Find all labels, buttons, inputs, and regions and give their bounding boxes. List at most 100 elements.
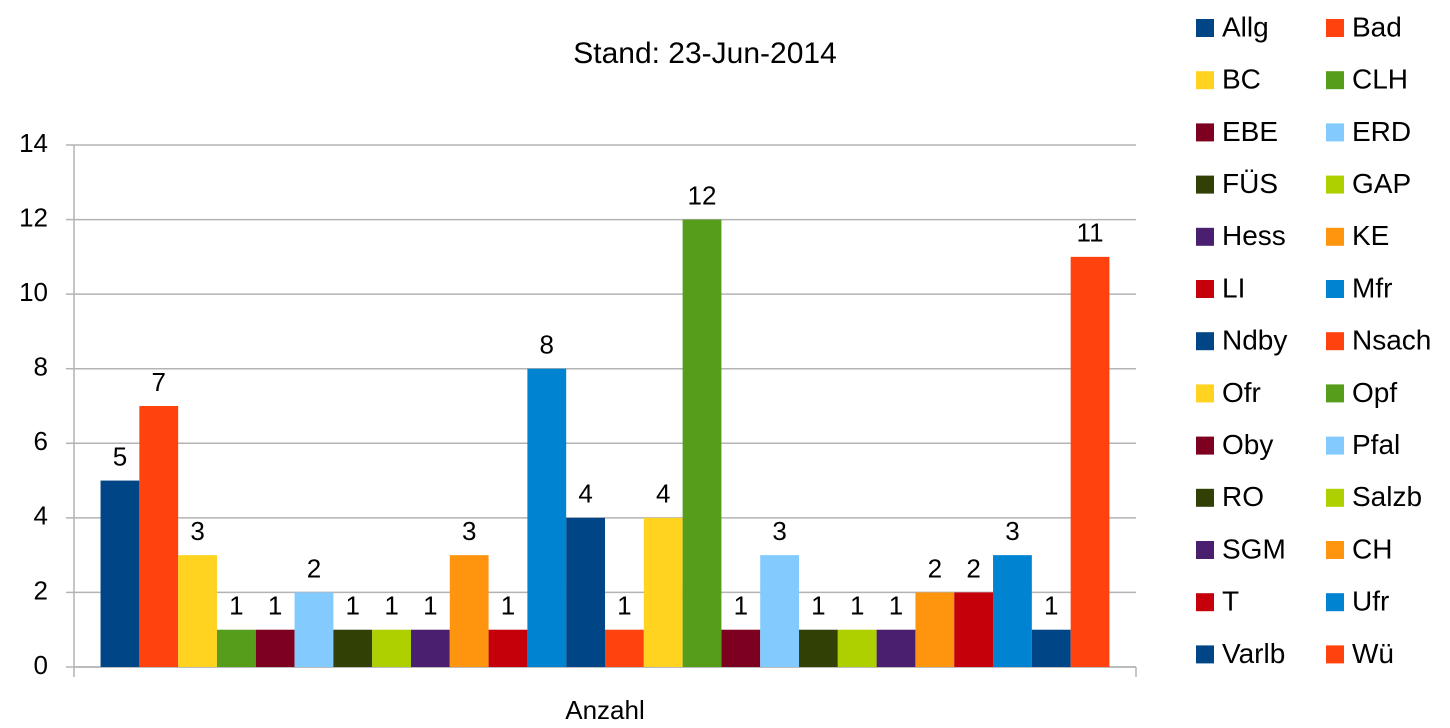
legend-label: Hess xyxy=(1222,220,1286,251)
legend-label: LI xyxy=(1222,272,1245,303)
data-label: 1 xyxy=(811,591,825,621)
legend-label: Mfr xyxy=(1352,272,1392,303)
legend-label: RO xyxy=(1222,481,1264,512)
bar xyxy=(178,555,217,667)
bar xyxy=(139,406,179,667)
data-label: 1 xyxy=(268,591,282,621)
legend-swatch xyxy=(1326,19,1344,37)
bar xyxy=(372,629,411,667)
bar xyxy=(449,555,489,667)
legend-swatch xyxy=(1196,645,1214,664)
legend-label: FÜS xyxy=(1222,168,1278,199)
legend-swatch xyxy=(1196,488,1214,507)
legend-swatch xyxy=(1196,227,1214,246)
legend-swatch xyxy=(1196,175,1214,194)
legend-swatch xyxy=(1326,541,1344,559)
legend-label: Nsach xyxy=(1352,325,1431,356)
legend-label: Oby xyxy=(1222,429,1273,460)
bar xyxy=(837,629,877,667)
bar xyxy=(488,629,528,667)
bar xyxy=(915,592,955,667)
data-label: 1 xyxy=(1044,591,1058,621)
legend-swatch xyxy=(1196,280,1214,298)
bar xyxy=(566,517,605,667)
y-tick-label: 10 xyxy=(19,277,48,307)
bar xyxy=(1031,629,1071,667)
legend-label: BC xyxy=(1222,64,1261,95)
bar xyxy=(216,629,256,667)
x-tick-label: Anzahl xyxy=(565,695,645,725)
data-label: 1 xyxy=(423,591,437,621)
legend-label: T xyxy=(1222,586,1239,617)
legend-label: CLH xyxy=(1352,64,1408,95)
data-label: 11 xyxy=(1077,218,1104,248)
y-tick-label: 12 xyxy=(19,202,48,232)
legend-swatch xyxy=(1326,645,1344,664)
data-label: 2 xyxy=(928,553,942,583)
legend-label: Allg xyxy=(1222,11,1269,42)
legend-label: Wü xyxy=(1352,638,1394,669)
y-tick-label: 4 xyxy=(34,501,48,531)
legend-swatch xyxy=(1326,71,1344,90)
legend-label: ERD xyxy=(1352,116,1411,147)
legend-label: Varlb xyxy=(1222,638,1285,669)
legend-swatch xyxy=(1196,593,1214,612)
y-tick-label: 6 xyxy=(34,426,48,456)
data-label: 3 xyxy=(462,516,476,546)
data-label: 1 xyxy=(889,591,903,621)
legend-label: Salzb xyxy=(1352,481,1422,512)
legend-swatch xyxy=(1196,123,1214,142)
bar xyxy=(876,629,916,667)
y-tick-label: 8 xyxy=(34,352,48,382)
legend-swatch xyxy=(1196,19,1214,37)
bar xyxy=(100,480,140,667)
legend-label: KE xyxy=(1352,220,1389,251)
data-label: 3 xyxy=(772,516,786,546)
bar xyxy=(1070,256,1110,667)
legend-label: EBE xyxy=(1222,116,1278,147)
data-label: 3 xyxy=(1005,516,1019,546)
data-label: 2 xyxy=(307,553,321,583)
legend-swatch xyxy=(1326,175,1344,194)
data-label: 5 xyxy=(113,441,127,471)
data-label: 1 xyxy=(501,591,515,621)
legend-swatch xyxy=(1196,384,1214,403)
bar xyxy=(410,629,450,667)
data-label: 7 xyxy=(152,367,166,397)
bar xyxy=(760,555,800,667)
legend-label: GAP xyxy=(1352,168,1411,199)
y-tick-label: 0 xyxy=(34,650,48,680)
data-label: 1 xyxy=(384,591,398,621)
bar xyxy=(294,592,334,667)
legend-swatch xyxy=(1196,332,1214,351)
data-label: 1 xyxy=(850,591,864,621)
data-label: 1 xyxy=(346,591,360,621)
legend-swatch xyxy=(1326,593,1344,612)
y-tick-label: 14 xyxy=(19,128,48,158)
bar xyxy=(682,219,722,668)
bar xyxy=(255,629,295,667)
legend-swatch xyxy=(1326,488,1344,507)
chart-title: Stand: 23-Jun-2014 xyxy=(573,37,837,70)
legend-label: Bad xyxy=(1352,11,1402,42)
bar xyxy=(333,629,373,667)
legend-swatch xyxy=(1326,332,1344,351)
data-label: 4 xyxy=(656,479,670,509)
legend-label: Opf xyxy=(1352,377,1397,408)
data-label: 3 xyxy=(190,516,204,546)
data-label: 1 xyxy=(734,591,748,621)
legend-swatch xyxy=(1326,123,1344,142)
legend-swatch xyxy=(1326,384,1344,403)
bar xyxy=(954,592,994,667)
legend-label: Ofr xyxy=(1222,377,1261,408)
data-label: 1 xyxy=(617,591,631,621)
bar xyxy=(605,629,644,667)
legend-label: SGM xyxy=(1222,533,1286,564)
bar xyxy=(643,517,683,667)
legend-swatch xyxy=(1196,436,1214,455)
bar xyxy=(799,629,838,667)
legend-swatch xyxy=(1326,227,1344,246)
data-label: 8 xyxy=(540,330,554,360)
legend-label: CH xyxy=(1352,533,1392,564)
